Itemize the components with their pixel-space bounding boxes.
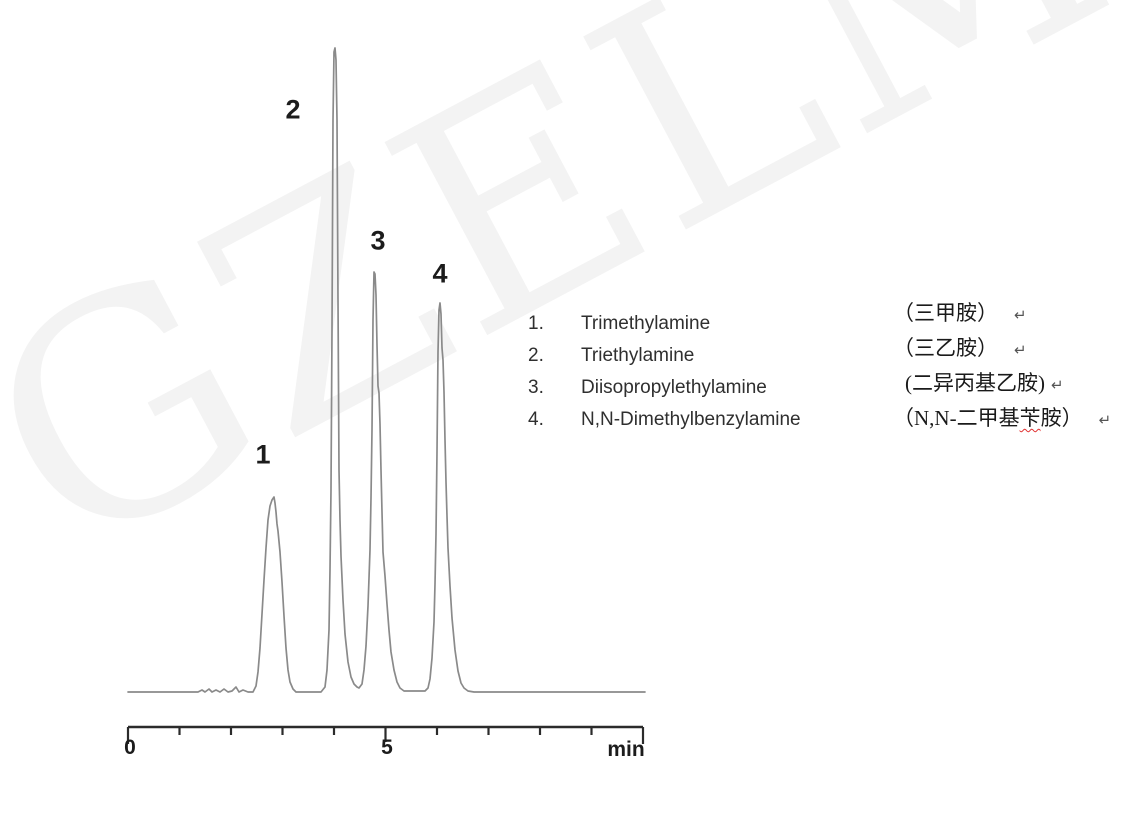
- return-mark-icon: ↵: [1014, 341, 1027, 359]
- legend-name-cn: （三乙胺）: [893, 336, 998, 360]
- legend-name-cn: （N,N-二甲基: [893, 406, 1020, 430]
- legend-number: 1.: [528, 313, 544, 334]
- return-mark-icon: ↵: [1098, 411, 1112, 429]
- legend-name: Diisopropylethylamine: [581, 377, 767, 398]
- legend-item-2: 2. Triethylamine: [528, 340, 801, 372]
- legend-number: 3.: [528, 377, 544, 398]
- return-mark-icon: ↵: [1014, 306, 1027, 324]
- legend-item-4: 4. N,N-Dimethylbenzylamine: [528, 404, 801, 436]
- legend-item-cn-3: (二异丙基乙胺) ↵: [893, 366, 1111, 401]
- legend-item-cn-1: （三甲胺） ↵: [893, 296, 1111, 331]
- peak-label-2: 2: [285, 94, 301, 125]
- x-axis-label-0: 0: [124, 736, 136, 759]
- legend-name-cn: （三甲胺）: [893, 301, 998, 325]
- legend-name: Triethylamine: [581, 345, 695, 366]
- legend-name: Trimethylamine: [581, 313, 711, 334]
- peak-label-3: 3: [370, 225, 386, 256]
- x-axis-label-min: min: [607, 738, 645, 761]
- peak-legend-chinese: （三甲胺） ↵ （三乙胺） ↵ (二异丙基乙胺) ↵ （N,N-二甲基苄胺） ↵: [893, 296, 1111, 436]
- legend-name-cn: (二异丙基乙胺): [905, 371, 1045, 395]
- peak-legend: 1. Trimethylamine 2. Triethylamine 3. Diiso…: [528, 308, 801, 436]
- legend-item-cn-2: （三乙胺） ↵: [893, 331, 1111, 366]
- x-axis-label-5: 5: [381, 736, 393, 759]
- chromatogram-trace: [127, 47, 646, 693]
- legend-name-cn: 胺）: [1040, 406, 1083, 430]
- legend-item-cn-4: （N,N-二甲基苄胺） ↵: [893, 401, 1111, 436]
- peak-label-4: 4: [432, 258, 448, 289]
- return-mark-icon: ↵: [1051, 376, 1064, 394]
- legend-number: 4.: [528, 409, 544, 430]
- peak-label-1: 1: [255, 439, 271, 470]
- legend-name-cn-misspelled: 苄: [1019, 406, 1041, 430]
- legend-number: 2.: [528, 345, 544, 366]
- legend-item-1: 1. Trimethylamine: [528, 308, 801, 340]
- legend-name: N,N-Dimethylbenzylamine: [581, 409, 801, 430]
- legend-item-3: 3. Diisopropylethylamine: [528, 372, 801, 404]
